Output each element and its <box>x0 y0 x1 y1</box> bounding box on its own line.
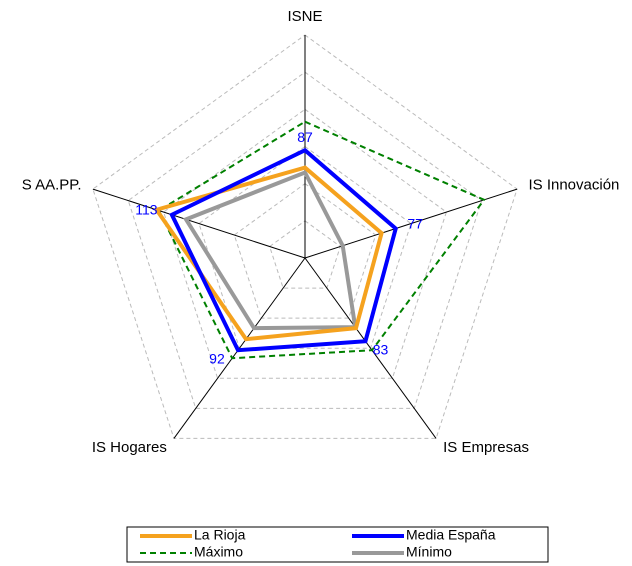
grid-ring <box>163 108 447 379</box>
axis-label: IS Innovación <box>528 176 619 193</box>
axis-label: IS Empresas <box>443 439 529 456</box>
grid-ring <box>269 220 341 289</box>
legend-box <box>126 526 549 563</box>
legend-label: Mínimo <box>406 544 452 560</box>
grid-ring <box>92 34 518 439</box>
series-line <box>183 169 358 331</box>
data-label: 77 <box>407 216 423 232</box>
grid-ring <box>127 71 483 409</box>
grid-ring <box>233 183 377 319</box>
axis-label: IS Hogares <box>92 439 167 456</box>
legend-label: La Rioja <box>194 527 246 543</box>
data-label: 113 <box>135 202 158 218</box>
legend-label: Media España <box>406 527 496 543</box>
axis-spoke <box>304 257 437 439</box>
data-label: 83 <box>373 342 389 358</box>
series-line <box>157 120 486 360</box>
series-line <box>153 165 384 342</box>
data-label: 92 <box>209 351 225 367</box>
axis-label: S AA.PP. <box>22 176 82 193</box>
grid-ring <box>198 145 412 349</box>
axis-spoke <box>304 188 518 259</box>
legend-label: Máximo <box>194 544 243 560</box>
data-label: 87 <box>297 129 313 145</box>
axis-spoke <box>92 188 306 259</box>
series-line <box>169 147 398 353</box>
axis-label: ISNE <box>287 8 322 25</box>
